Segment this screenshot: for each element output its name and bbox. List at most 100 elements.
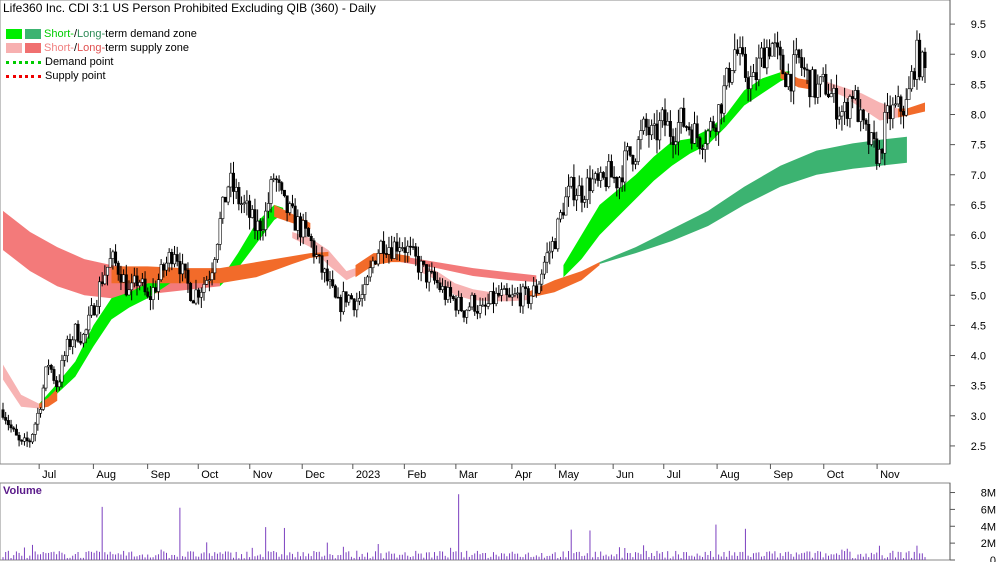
candle-body: [159, 264, 163, 281]
x-tick-label: Mar: [459, 469, 478, 481]
candle-body: [575, 195, 579, 201]
candle-body: [652, 123, 656, 126]
candle-body: [1, 409, 5, 418]
candle-body: [89, 305, 93, 316]
candle-body: [569, 177, 573, 187]
candle-body: [81, 334, 85, 344]
legend-demand-short-word: Short-: [44, 28, 74, 40]
candle-body: [41, 387, 45, 410]
candle-body: [307, 228, 311, 237]
legend-demand-sep: /: [73, 28, 78, 40]
candle-body: [558, 212, 562, 220]
candle-body: [438, 282, 442, 291]
candle-body: [749, 76, 753, 90]
candle-body: [816, 83, 820, 98]
candle-body: [355, 300, 359, 311]
candle-body: [132, 275, 136, 284]
candle-body: [191, 300, 195, 304]
candle-body: [658, 120, 662, 141]
candle-body: [234, 187, 238, 192]
candle-body: [154, 287, 158, 292]
x-tick-label: 2023: [356, 469, 380, 481]
candle-body: [178, 261, 182, 275]
candle-body: [837, 115, 841, 120]
candle-body: [513, 293, 517, 296]
candle-body: [556, 218, 560, 250]
candle-body: [540, 273, 544, 285]
candle-body: [127, 289, 131, 296]
candle-body: [529, 295, 533, 304]
candle-body: [912, 71, 916, 80]
candle-body: [97, 281, 101, 307]
x-tick-label: Dec: [305, 469, 325, 481]
x-tick-label: Sep: [151, 469, 171, 481]
legend-demand-long-word: Long-: [77, 28, 106, 40]
candle-body: [746, 77, 750, 90]
long-demand-zone: [599, 136, 907, 264]
candle-body: [754, 72, 758, 81]
candle-body: [309, 236, 313, 242]
candle-body: [312, 240, 316, 257]
candle-body: [762, 47, 766, 69]
candle-body: [735, 49, 739, 54]
candle-body: [599, 172, 603, 181]
candle-body: [189, 283, 193, 302]
candle-body: [424, 264, 428, 283]
candle-body: [207, 279, 211, 281]
x-tick-label: Aug: [96, 469, 116, 481]
candle-body: [194, 289, 198, 304]
candle-body: [114, 251, 118, 264]
volume-tick-label: 4M: [981, 521, 996, 533]
candle-body: [414, 246, 418, 257]
candle-body: [899, 96, 903, 112]
candle-body: [853, 90, 857, 99]
candle-body: [918, 39, 922, 78]
candle-body: [95, 306, 99, 316]
candle-body: [288, 203, 292, 213]
candle-body: [47, 365, 51, 368]
candle-body: [304, 220, 308, 229]
supply-point-line-sample: [6, 74, 41, 78]
candle-body: [591, 178, 595, 192]
price-tick-label: 7.5: [971, 140, 986, 152]
candle-body: [248, 200, 252, 218]
candle-body: [765, 47, 769, 69]
price-tick-label: 4.5: [971, 320, 986, 332]
candle-body: [371, 260, 375, 269]
x-tick-label: Apr: [515, 469, 532, 481]
candle-body: [848, 96, 852, 119]
volume-tick-label: 8M: [981, 488, 996, 500]
candle-body: [325, 268, 329, 282]
legend: Short- / Long-term demand zone Short- / …: [6, 27, 197, 83]
candle-body: [832, 88, 836, 94]
candle-body: [299, 216, 303, 238]
candle-body: [331, 279, 335, 287]
candle-body: [63, 355, 67, 361]
candle-body: [366, 276, 370, 285]
candle-body: [701, 148, 705, 150]
candle-body: [709, 121, 713, 132]
candle-body: [435, 279, 439, 284]
candle-body: [4, 417, 8, 421]
legend-demand-point: Demand point: [6, 55, 197, 69]
candle-body: [703, 143, 707, 150]
candle-body: [494, 292, 498, 305]
candle-body: [465, 309, 469, 318]
candle-body: [119, 274, 123, 283]
candle-body: [741, 47, 745, 55]
price-tick-label: 5.5: [971, 260, 986, 272]
candle-body: [223, 196, 227, 203]
candle-body: [347, 295, 351, 303]
candle-body: [258, 220, 262, 231]
candle-body: [138, 282, 142, 287]
candle-body: [679, 107, 683, 123]
supply-overlap-zone: [355, 253, 410, 278]
short-supply-zone: [3, 364, 40, 409]
candle-body: [706, 130, 710, 144]
price-tick-label: 4.0: [971, 351, 986, 363]
x-tick-label: Oct: [827, 469, 844, 481]
candle-body: [768, 47, 772, 57]
candle-body: [733, 49, 737, 71]
candle-body: [872, 132, 876, 140]
legend-supply-zone: Short- / Long-term supply zone: [6, 41, 197, 55]
